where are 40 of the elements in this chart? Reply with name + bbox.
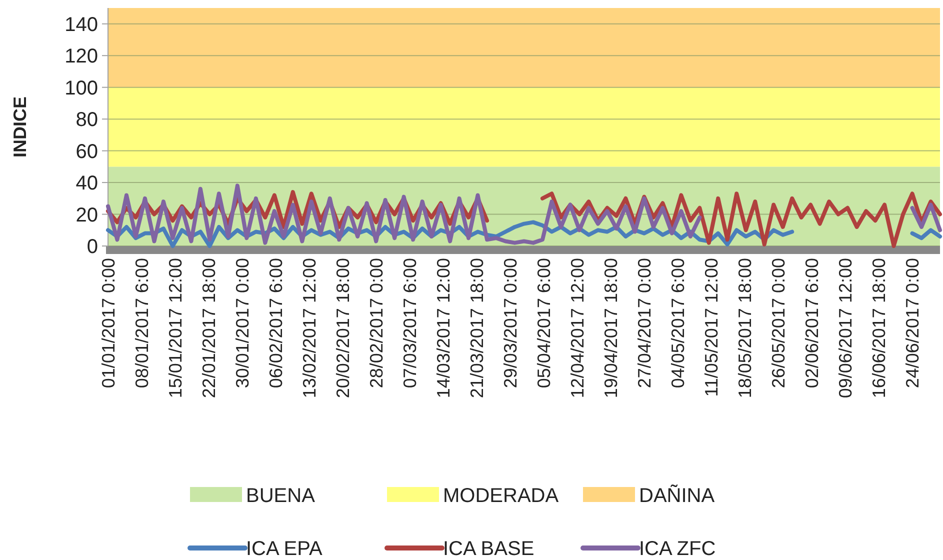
x-tick-label: 14/03/2017 12:00: [433, 258, 454, 398]
x-tick-label: 09/06/2017 12:00: [836, 258, 856, 398]
y-tick-label: 100: [64, 77, 98, 100]
x-tick-label: 16/06/2017 18:00: [869, 258, 890, 398]
x-tick-label: 02/06/2017 6:00: [802, 258, 822, 388]
x-tick-label: 22/01/2017 18:00: [198, 258, 219, 398]
x-tick-label: 24/06/2017 0:00: [902, 258, 923, 388]
x-tick-label: 12/04/2017 12:00: [567, 258, 588, 398]
x-tick-label: 08/01/2017 6:00: [132, 258, 152, 388]
y-tick-label: 20: [76, 204, 98, 226]
x-tick-label: 15/01/2017 12:00: [165, 258, 186, 398]
x-tick-label: 29/03/2017 0:00: [500, 258, 520, 388]
x-tick-label: 20/02/2017 18:00: [332, 258, 353, 398]
x-tick-label: 18/05/2017 18:00: [735, 258, 756, 398]
y-tick-label: 0: [86, 236, 98, 258]
x-tick-label: 21/03/2017 18:00: [466, 258, 487, 398]
y-tick-label: 40: [76, 172, 98, 195]
y-tick-label: 80: [76, 109, 98, 132]
legend-label: MODERADA: [443, 485, 560, 507]
y-tick-label: 60: [76, 140, 98, 163]
x-tick-label: 26/05/2017 0:00: [768, 258, 789, 388]
y-axis-title: INDICE: [10, 96, 30, 158]
x-tick-label: 27/04/2017 0:00: [634, 258, 654, 388]
x-tick-label: 07/03/2017 6:00: [400, 258, 420, 388]
legend-label: BUENA: [246, 485, 316, 507]
legend-label: ICA ZFC: [639, 538, 716, 560]
x-tick-label: 05/04/2017 6:00: [534, 258, 554, 388]
x-tick-label: 01/01/2017 0:00: [98, 258, 118, 388]
x-tick-label: 04/05/2017 6:00: [668, 258, 688, 388]
x-tick-label: 28/02/2017 0:00: [366, 258, 386, 388]
x-tick-label: 19/04/2017 18:00: [600, 258, 621, 398]
x-tick-label: 13/02/2017 12:00: [299, 258, 320, 398]
legend-label: ICA BASE: [443, 538, 534, 560]
x-tick-label: 06/02/2017 6:00: [266, 258, 286, 388]
y-tick-label: 140: [64, 14, 98, 36]
legend-label: DAÑINA: [639, 484, 716, 507]
legend-label: ICA EPA: [246, 538, 323, 560]
y-tick-label: 120: [64, 46, 98, 68]
x-tick-label: 30/01/2017 0:00: [232, 258, 252, 388]
x-tick-label: 11/05/2017 12:00: [702, 258, 722, 397]
